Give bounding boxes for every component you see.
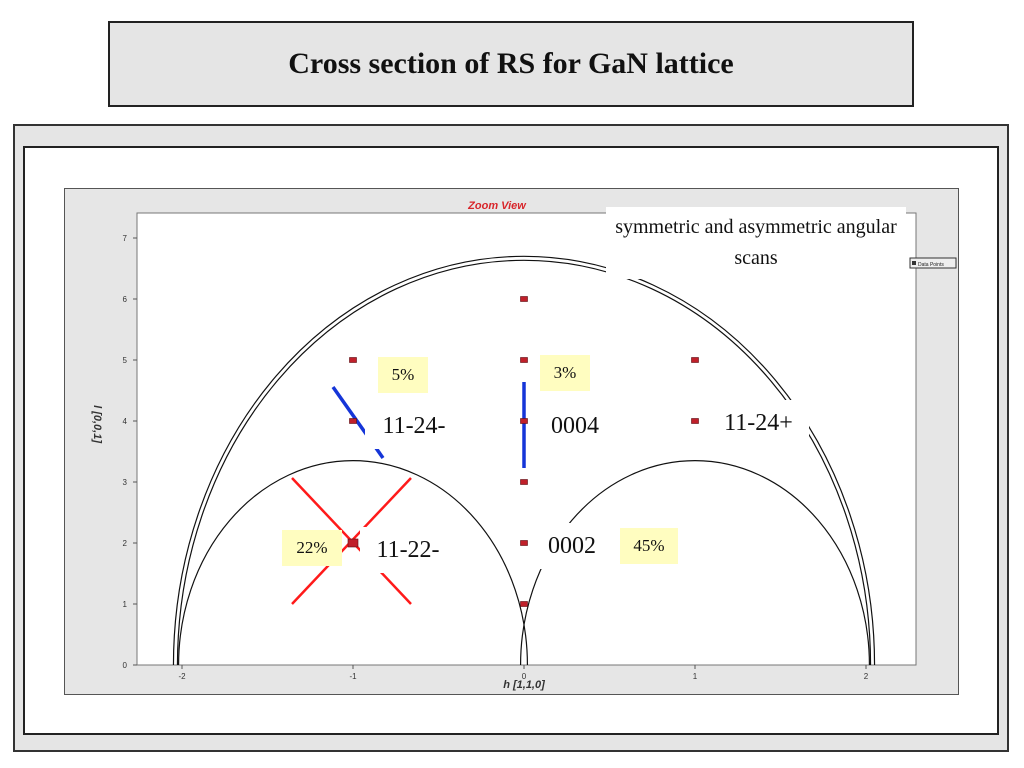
data-point — [349, 357, 357, 363]
page-title: Cross section of RS for GaN lattice — [288, 47, 734, 80]
y-tick-label: 3 — [123, 478, 128, 487]
label-0002: 0002 — [532, 523, 612, 569]
label-11-22-minus: 11-22- — [360, 527, 456, 573]
data-point — [520, 418, 528, 424]
data-point — [691, 357, 699, 363]
x-tick-label: 2 — [864, 672, 869, 681]
percent-badge-5: 5% — [378, 357, 428, 393]
x-axis-label: h [1,1,0] — [503, 679, 545, 691]
data-point — [691, 418, 699, 424]
percent-badge-22: 22% — [282, 530, 342, 566]
outer-arc — [176, 259, 872, 666]
y-tick-label: 5 — [123, 356, 128, 365]
y-axis-label: l [0,0,1] — [91, 405, 103, 443]
outer-arc — [172, 255, 876, 666]
inner-arc-0 — [177, 460, 529, 666]
percent-45-text: 45% — [633, 536, 665, 555]
title-box: Cross section of RS for GaN lattice — [108, 21, 914, 107]
x-tick-label: -1 — [349, 672, 357, 681]
label-11-24-plus: 11-24+ — [708, 400, 809, 446]
data-point — [520, 296, 528, 302]
y-tick-label: 2 — [123, 539, 128, 548]
scan-note-text: symmetric and asymmetric angular scans — [615, 216, 897, 269]
label-11-24-minus: 11-24- — [365, 403, 463, 449]
label-0004-text: 0004 — [551, 412, 599, 439]
y-tick-label: 1 — [123, 600, 128, 609]
percent-22-text: 22% — [296, 538, 328, 557]
data-point — [347, 538, 359, 548]
data-point — [520, 540, 528, 546]
percent-5-text: 5% — [391, 365, 415, 384]
x-tick-label: 1 — [693, 672, 698, 681]
percent-badge-45: 45% — [620, 528, 678, 564]
label-0002-text: 0002 — [548, 532, 596, 559]
legend-label: Data Points — [918, 262, 944, 268]
data-point — [349, 418, 357, 424]
x-tick-label: 0 — [522, 672, 527, 681]
percent-3-text: 3% — [553, 363, 577, 382]
legend-marker — [912, 261, 916, 265]
y-tick-label: 4 — [123, 417, 128, 426]
percent-badge-3: 3% — [540, 355, 590, 391]
scan-note-box: symmetric and asymmetric angular scans — [606, 207, 906, 279]
y-tick-label: 6 — [123, 295, 128, 304]
x-tick-label: -2 — [178, 672, 186, 681]
y-tick-label: 0 — [123, 661, 128, 670]
y-tick-label: 7 — [123, 234, 128, 243]
data-point — [520, 357, 528, 363]
chart-title: Zoom View — [467, 200, 527, 212]
data-point — [520, 479, 528, 485]
data-point — [520, 601, 528, 607]
legend-box — [909, 257, 957, 269]
label-11-24-minus-text: 11-24- — [382, 412, 446, 439]
label-11-22-minus-text: 11-22- — [376, 536, 440, 563]
label-11-24-plus-text: 11-24+ — [724, 409, 793, 436]
label-0004: 0004 — [532, 403, 618, 449]
inner-arc-1 — [519, 460, 871, 666]
